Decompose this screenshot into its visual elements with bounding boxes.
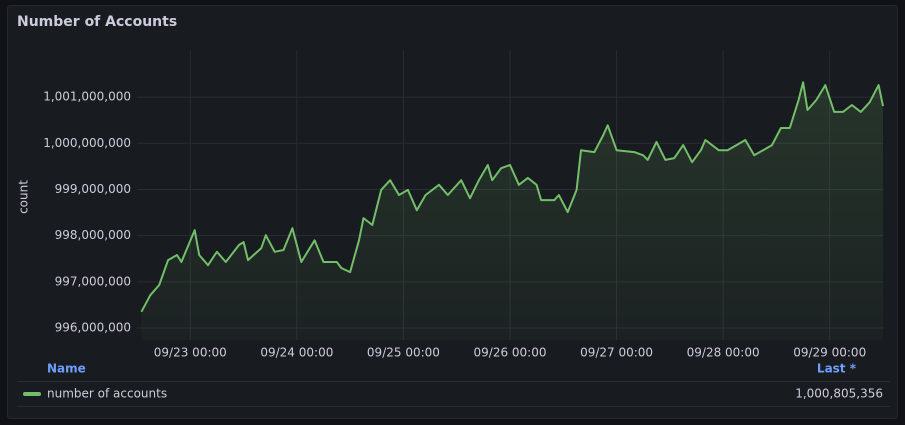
y-tick-label: 999,000,000 [55,182,131,196]
x-tick-label: 09/27 00:00 [580,346,653,360]
y-tick-label: 998,000,000 [55,228,131,242]
legend-name-header: Name [47,362,86,376]
y-tick-label: 1,000,000,000 [43,136,131,150]
x-tick-label: 09/25 00:00 [367,346,440,360]
x-tick-label: 09/24 00:00 [260,346,333,360]
x-tick-label: 09/28 00:00 [687,346,760,360]
y-axis-label: count [17,180,31,214]
x-tick-label: 09/29 00:00 [793,346,866,360]
line [140,81,884,313]
x-tick-label: 09/26 00:00 [474,346,547,360]
legend-label[interactable]: number of accounts [47,387,167,401]
panel-title: Number of Accounts [17,14,177,30]
x-tick-label: 09/23 00:00 [154,346,227,360]
y-tick-label: 997,000,000 [55,274,131,288]
area [141,82,883,341]
legend-last-value: 1,000,805,356 [795,387,883,401]
legend-value-header[interactable]: Last * [817,362,857,376]
y-tick-label: 996,000,000 [55,320,131,334]
y-tick-label: 1,001,000,000 [43,90,131,104]
